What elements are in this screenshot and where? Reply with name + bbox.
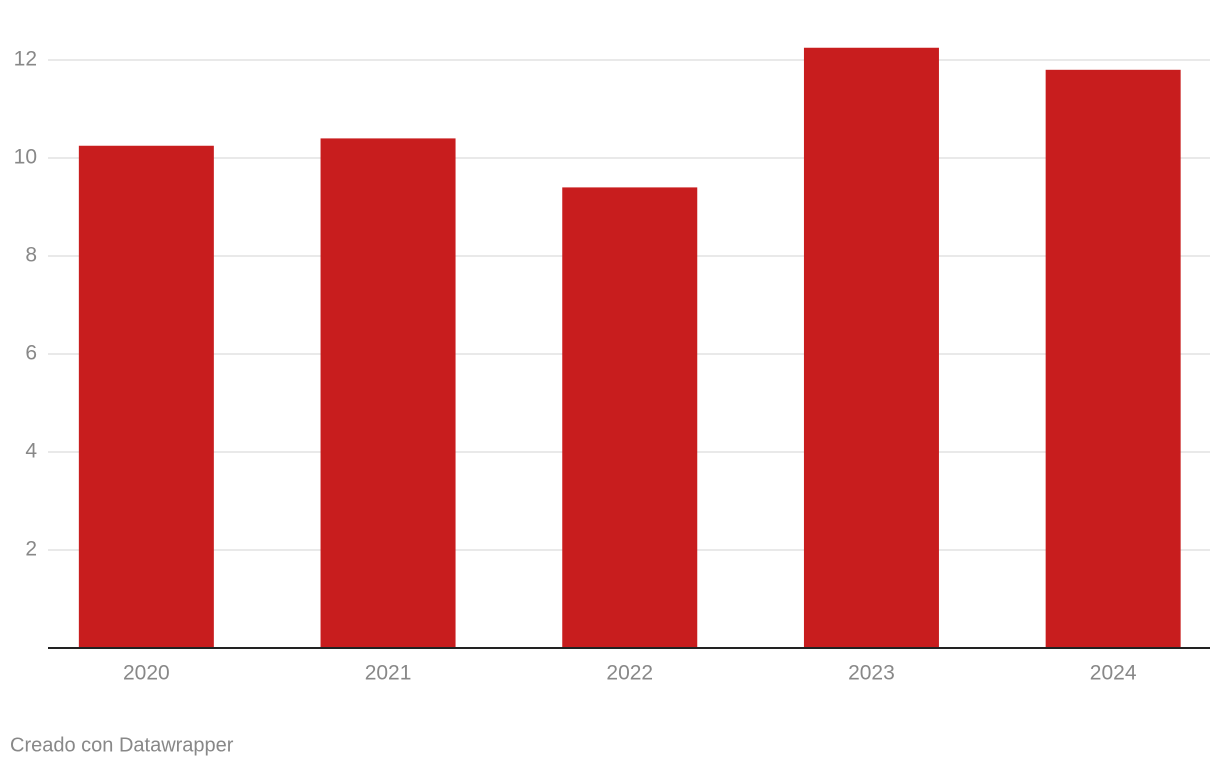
x-tick-label: 2024 [1090,662,1137,685]
y-tick-label: 8 [25,244,37,267]
bar [562,187,698,648]
y-tick-label: 10 [14,146,37,169]
bar [78,145,214,648]
x-tick-label: 2020 [123,662,170,685]
y-tick-label: 2 [25,538,37,561]
x-tick-label: 2021 [365,662,412,685]
bar [1045,69,1181,649]
bar [803,47,939,648]
credit: Creado con Datawrapper [10,734,234,756]
x-tick-label: 2023 [848,662,895,685]
y-tick-label: 4 [25,440,37,463]
bar [320,138,456,648]
x-tick-label: 2022 [606,662,653,685]
y-tick-label: 6 [25,342,37,365]
y-tick-label: 12 [14,48,37,71]
